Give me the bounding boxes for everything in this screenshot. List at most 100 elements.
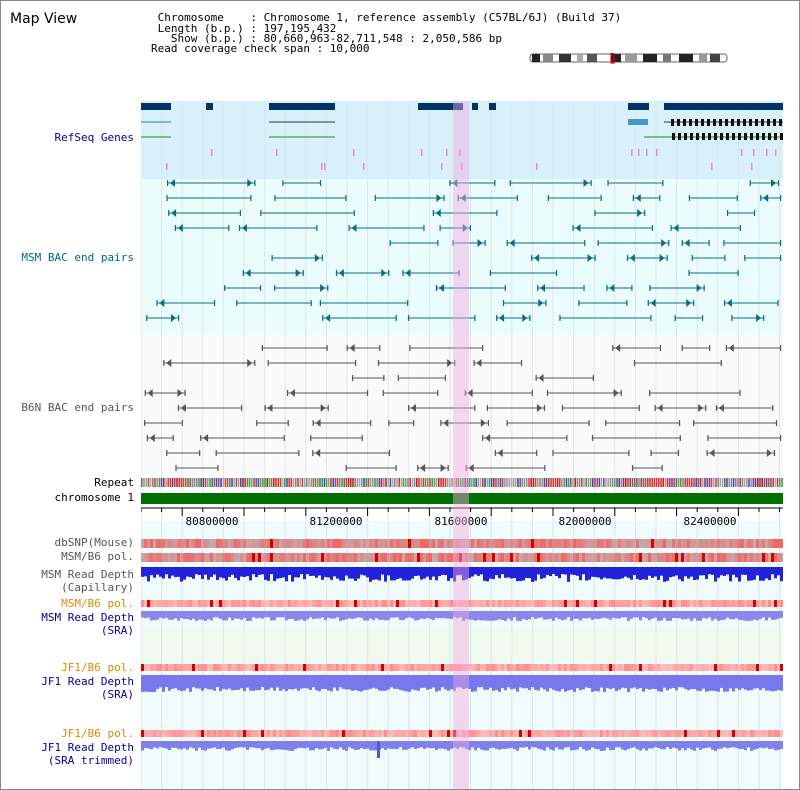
depth-bar — [342, 675, 345, 689]
repeat-mark — [508, 478, 510, 487]
heat-cell — [606, 539, 609, 548]
heat-cell — [168, 539, 171, 548]
repeat-mark — [180, 478, 183, 487]
depth-bar — [426, 741, 429, 748]
chromosome-ideogram[interactable] — [529, 53, 729, 65]
heat-cell — [735, 539, 738, 548]
depth-bar — [705, 675, 708, 692]
heat-cell — [528, 553, 531, 562]
heat-cell — [330, 539, 333, 548]
track-label-msm-b6-pol[interactable]: MSM/B6 pol. — [61, 550, 134, 563]
heat-cell — [237, 539, 240, 548]
heat-cell — [486, 600, 489, 607]
repeat-mark — [499, 478, 502, 487]
depth-bar — [318, 567, 321, 576]
depth-bar — [468, 675, 471, 690]
exon — [702, 133, 705, 140]
depth-bar — [465, 741, 468, 750]
heat-cell — [228, 664, 231, 671]
depth-bar — [420, 675, 423, 688]
repeat-mark — [220, 478, 222, 487]
depth-bar — [555, 567, 558, 577]
heat-cell — [624, 664, 627, 671]
depth-bar — [267, 611, 270, 618]
track-label-msm-depth-sra[interactable]: MSM Read Depth — [41, 611, 134, 624]
msm-pair-tick — [559, 315, 561, 321]
repeat-mark — [512, 478, 515, 487]
track-label-msm-bac[interactable]: MSM BAC end pairs — [21, 251, 134, 264]
depth-bar — [531, 675, 534, 688]
depth-bar — [384, 567, 387, 582]
heat-cell — [408, 600, 411, 607]
heat-cell — [324, 664, 327, 671]
track-label-jf1-depth-trim[interactable]: JF1 Read Depth — [41, 741, 134, 754]
heat-cell — [543, 730, 546, 737]
repeat-mark — [754, 478, 757, 487]
heat-cell — [387, 664, 390, 671]
repeat-mark — [653, 478, 656, 487]
heat-cell — [528, 539, 531, 548]
track-label-jf1-b6-pol-trim[interactable]: JF1/B6 pol. — [61, 727, 134, 740]
msm-pair-tick — [688, 195, 691, 201]
depth-bar — [609, 675, 612, 690]
track-label-msm-depth-capillary[interactable]: MSM Read Depth — [41, 568, 134, 581]
b6n-pair-arrow — [766, 449, 772, 457]
repeat-mark — [622, 478, 625, 487]
msm-pair-tick — [529, 315, 531, 321]
exon — [738, 133, 741, 140]
repeat-mark — [413, 478, 416, 487]
b6n-pair-arrow — [485, 434, 491, 442]
msm-pair-arrow — [247, 179, 253, 187]
depth-bar — [486, 675, 489, 690]
depth-bar — [264, 741, 267, 749]
track-label-dbsnp[interactable]: dbSNP(Mouse) — [54, 536, 134, 549]
repeat-mark — [460, 478, 462, 487]
track-label-jf1-b6-pol[interactable]: JF1/B6 pol. — [61, 661, 134, 674]
genome-track-canvas[interactable]: 80800000 81200000 81600000 82000000 82400000 — [141, 101, 783, 790]
heat-cell — [216, 730, 219, 737]
heat-cell — [606, 600, 609, 607]
depth-bar — [714, 567, 717, 582]
depth-bar — [228, 675, 231, 689]
heat-cell — [780, 600, 783, 607]
heat-cell — [327, 600, 330, 607]
heat-cell — [630, 730, 633, 737]
depth-bar — [258, 611, 261, 618]
msm-pair-arrow — [575, 224, 581, 232]
heat-cell — [273, 730, 276, 737]
heat-cell — [714, 730, 717, 737]
heat-cell — [249, 600, 252, 607]
track-label-jf1-depth-sra[interactable]: JF1 Read Depth — [41, 675, 134, 688]
heat-cell — [576, 664, 579, 671]
heat-cell — [744, 539, 747, 548]
repeat-mark — [174, 478, 176, 487]
depth-bar — [570, 611, 573, 621]
heat-cell — [627, 664, 630, 671]
depth-bar — [333, 741, 336, 749]
repeat-mark — [770, 478, 772, 487]
msm-pair-tick — [703, 285, 705, 291]
track-label-msm-b6-pol-sra[interactable]: MSM/B6 pol. — [61, 597, 134, 610]
heat-cell — [570, 539, 573, 548]
heat-cell — [366, 600, 369, 607]
gene-block — [141, 103, 171, 110]
depth-bar — [579, 567, 582, 581]
depth-bar — [654, 611, 657, 618]
heat-cell — [738, 600, 741, 607]
heat-cell — [321, 664, 324, 671]
b6n-pair-tick — [612, 345, 614, 351]
b6n-pair-arrow — [320, 404, 326, 412]
track-label-refseq-genes[interactable]: RefSeq Genes — [54, 131, 134, 144]
repeat-mark — [717, 478, 719, 487]
heat-cell — [267, 730, 270, 737]
track-label-b6n-bac[interactable]: B6N BAC end pairs — [21, 401, 134, 414]
heat-cell — [381, 730, 384, 737]
heat-cell — [744, 664, 747, 671]
heat-cell — [279, 730, 282, 737]
repeat-mark — [237, 478, 240, 487]
heat-cell — [729, 730, 732, 737]
heat-cell — [507, 600, 510, 607]
heat-cell — [279, 600, 282, 607]
msm-pair-arrow — [629, 254, 635, 262]
heat-cell — [324, 600, 327, 607]
